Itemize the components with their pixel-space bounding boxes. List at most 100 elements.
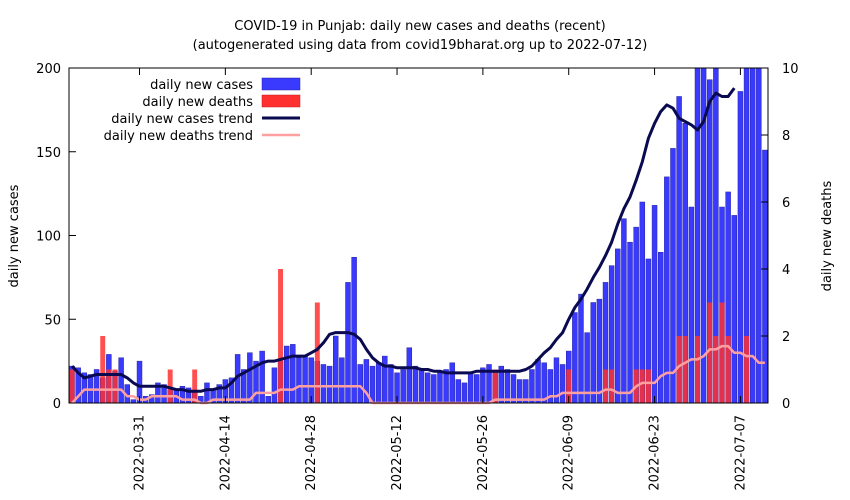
cases-bar (467, 372, 474, 404)
deaths-bar (112, 369, 118, 403)
legend-label: daily new deaths (142, 95, 253, 110)
y-tick-label: 100 (36, 230, 61, 245)
cases-bar (118, 357, 124, 404)
cases-bar (418, 369, 425, 404)
cases-bar (590, 302, 596, 404)
cases-bar (449, 362, 455, 404)
deaths-bar (106, 369, 112, 403)
deaths-bar (167, 369, 173, 403)
cases-bar (357, 364, 363, 404)
legend-label: daily new deaths trend (104, 129, 253, 144)
cases-bar (572, 312, 578, 404)
deaths-bar (278, 269, 284, 403)
cases-bar (762, 149, 768, 404)
legend-label: daily new cases (150, 78, 253, 93)
cases-bar (461, 382, 468, 404)
cases-bar (375, 362, 382, 404)
cases-bar (130, 399, 137, 404)
cases-bar (259, 350, 265, 404)
y2-tick-label: 8 (782, 129, 790, 144)
cases-bar (247, 352, 253, 404)
cases-bar (351, 257, 357, 404)
cases-bar (541, 362, 547, 404)
y2-tick-label: 2 (782, 330, 790, 345)
y2-tick-label: 10 (782, 62, 799, 77)
y2-tick-label: 4 (782, 263, 790, 278)
cases-bar (424, 372, 431, 404)
cases-bar (670, 148, 676, 404)
x-tick-label: 2022-04-28 (304, 415, 319, 491)
cases-bar (504, 369, 511, 404)
y-tick-label: 200 (36, 62, 61, 77)
y2-axis: 0 2 4 6 8 10 (761, 62, 799, 412)
cases-bar (290, 344, 296, 404)
cases-bar (535, 359, 541, 404)
deaths-bar (645, 369, 651, 403)
y2-tick-label: 0 (782, 397, 790, 412)
y-tick-label: 150 (36, 146, 61, 161)
y-axis: 0 50 100 150 200 (36, 62, 76, 412)
y-axis-label: daily new cases (7, 184, 22, 287)
x-tick-label: 2022-06-09 (562, 415, 577, 491)
cases-bar (596, 298, 603, 404)
cases-bar (333, 335, 339, 404)
cases-bar (345, 282, 351, 404)
cases-bar (749, 67, 756, 404)
y-tick-label: 50 (44, 313, 61, 328)
cases-bar (731, 215, 737, 404)
cases-bar (412, 365, 419, 404)
deaths-bars (69, 269, 750, 403)
cases-bar (474, 374, 480, 404)
x-tick-label: 2022-05-12 (390, 415, 405, 491)
y-tick-label: 0 (53, 397, 61, 412)
deaths-bar (744, 336, 750, 403)
deaths-bar (492, 369, 498, 403)
legend-label: daily new cases trend (111, 112, 253, 127)
cases-bar (621, 218, 627, 404)
cases-bar (559, 364, 566, 404)
cases-bar (271, 367, 278, 404)
deaths-bar (639, 369, 645, 403)
cases-bar (627, 241, 633, 404)
deaths-bar (69, 369, 75, 403)
cases-bar (339, 357, 345, 404)
cases-bar (529, 369, 535, 404)
y2-tick-label: 6 (782, 196, 790, 211)
legend-swatch (261, 77, 301, 91)
deaths-bar (603, 369, 608, 403)
cases-bar (443, 369, 449, 404)
cases-bar (204, 382, 210, 404)
x-axis: 2022-03-31 2022-04-14 2022-04-28 2022-05-12… (133, 68, 748, 491)
cases-bar (388, 364, 394, 404)
cases-bar (320, 364, 327, 404)
chart-subtitle: (autogenerated using data from covid19bh… (193, 38, 648, 53)
cases-bar (369, 365, 376, 404)
cases-bar (382, 355, 388, 404)
cases-bar (455, 379, 462, 404)
legend-swatch (261, 94, 301, 108)
cases-bar (664, 176, 670, 404)
cases-bar (756, 67, 762, 404)
deaths-bar (676, 336, 682, 403)
cases-bar (302, 355, 308, 404)
deaths-bar (192, 369, 198, 403)
cases-bar (283, 345, 290, 404)
x-tick-label: 2022-03-31 (133, 415, 148, 491)
cases-bar (578, 293, 584, 404)
deaths-bar (719, 302, 725, 403)
x-tick-label: 2022-04-14 (218, 415, 233, 491)
x-tick-label: 2022-05-26 (476, 415, 491, 491)
cases-bars (69, 67, 768, 404)
deaths-bar (707, 302, 713, 403)
cases-bar (326, 365, 333, 404)
cases-bar (737, 91, 744, 404)
deaths-bar (695, 336, 700, 403)
cases-bar (657, 252, 664, 404)
cases-bar (437, 372, 443, 404)
deaths-bar (100, 336, 106, 403)
cases-bar (296, 357, 302, 404)
y2-axis-label: daily new deaths (820, 180, 835, 291)
chart-title: COVID-19 in Punjab: daily new cases and … (234, 19, 605, 34)
cases-bar (688, 206, 695, 404)
